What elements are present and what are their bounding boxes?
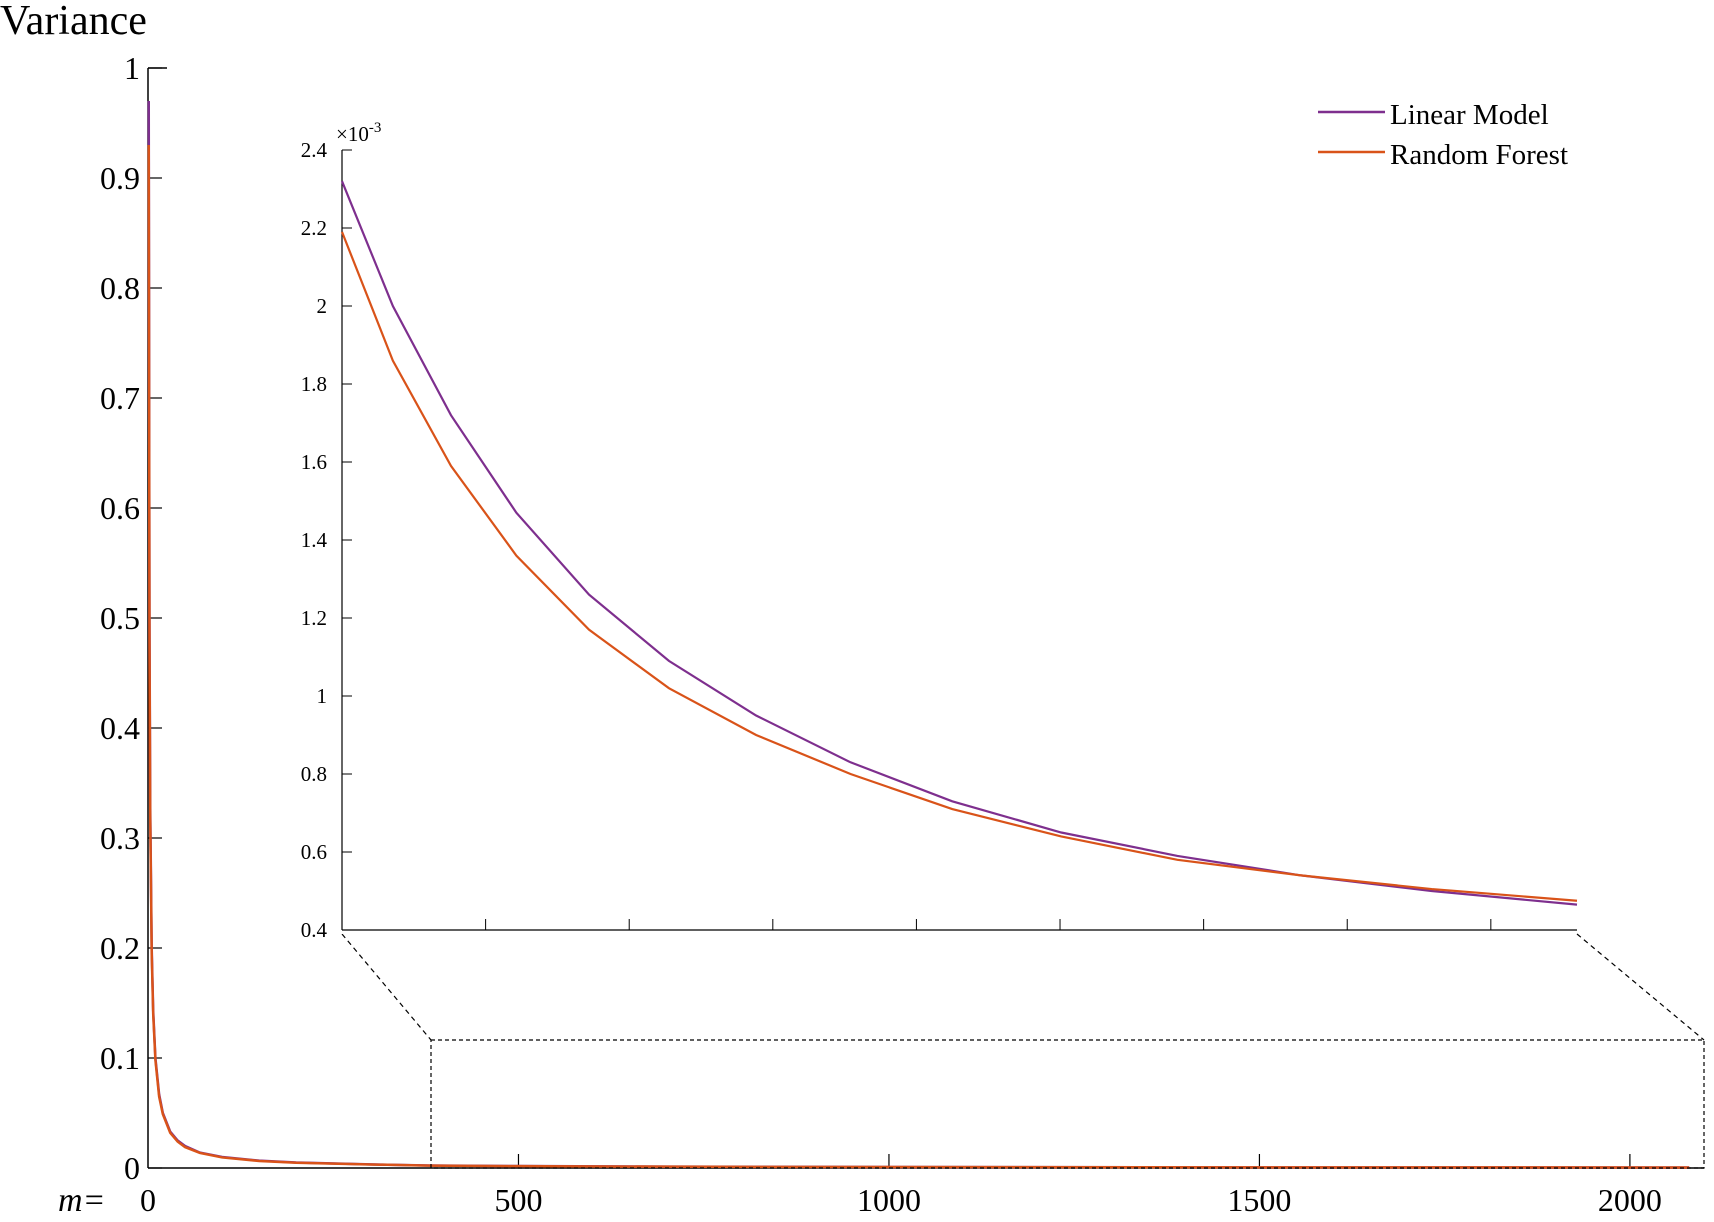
y-tick-label: 0.2	[100, 930, 140, 966]
inset-exponent-power: -3	[369, 120, 382, 136]
y-tick-label: 0.7	[100, 380, 140, 416]
x-tick-label: 500	[494, 1182, 542, 1217]
legend-label-random-forest: Random Forest	[1390, 139, 1568, 171]
x-tick-label: 1000	[857, 1182, 921, 1217]
x-tick-label: 0	[140, 1182, 156, 1217]
zoom-region-box	[430, 1039, 1705, 1169]
inset-y-tick-label: 0.4	[301, 918, 328, 942]
y-tick-label: 0.6	[100, 490, 140, 526]
zoom-connector-right	[1576, 933, 1705, 1041]
legend-label-linear-model: Linear Model	[1390, 99, 1549, 131]
inset-exponent-label: ×10-3	[336, 120, 381, 146]
inset-axes	[341, 150, 1577, 934]
inset-ticks: 0.4 0.6 0.8 1 1.2 1.4 1.6 1.8 2 2.2 2.4	[301, 138, 1492, 942]
inset-y-tick-label: 1.2	[301, 606, 327, 630]
inset-y-tick-label: 2	[317, 294, 328, 318]
y-tick-label: 1	[124, 50, 140, 86]
inset-y-tick-label: 1.4	[301, 528, 328, 552]
inset-series	[340, 180, 1578, 906]
y-tick-label: 0	[124, 1150, 140, 1186]
y-axis-label: Variance	[0, 0, 147, 44]
y-tick-label: 0.5	[100, 600, 140, 636]
x-tick-label: 1500	[1227, 1182, 1291, 1217]
main-series	[147, 100, 1690, 1169]
y-tick-label: 0.1	[100, 1040, 140, 1076]
series-line-random-forest	[147, 144, 1690, 1169]
inset-y-tick-label: 0.8	[301, 762, 327, 786]
inset-y-tick-label: 0.6	[301, 840, 327, 864]
x-tick-label: 2000	[1598, 1182, 1662, 1217]
y-tick-label: 0.3	[100, 820, 140, 856]
inset-y-tick-label: 1.8	[301, 372, 327, 396]
inset-y-tick-label: 1.6	[301, 450, 327, 474]
inset-series-line-random-forest	[340, 231, 1578, 902]
main-ticks: 0 0.1 0.2 0.3 0.4 0.5 0.6 0.7 0.8 0.9 1 0 500 1000 150…	[100, 50, 1662, 1218]
zoom-indicator	[341, 933, 1705, 1169]
inset-background	[342, 150, 1577, 934]
inset-y-tick-label: 2.2	[301, 216, 327, 240]
inset-y-tick-label: 2.4	[301, 138, 328, 162]
y-tick-label: 0.8	[100, 270, 140, 306]
y-tick-label: 0.4	[100, 710, 140, 746]
inset-exponent-base: ×10	[336, 122, 369, 146]
inset-y-tick-label: 1	[317, 684, 328, 708]
x-axis-prefix: m=	[58, 1182, 106, 1217]
legend: Linear Model Random Forest	[1318, 99, 1568, 171]
y-tick-label: 0.9	[100, 160, 140, 196]
zoom-connector-left	[341, 933, 432, 1041]
